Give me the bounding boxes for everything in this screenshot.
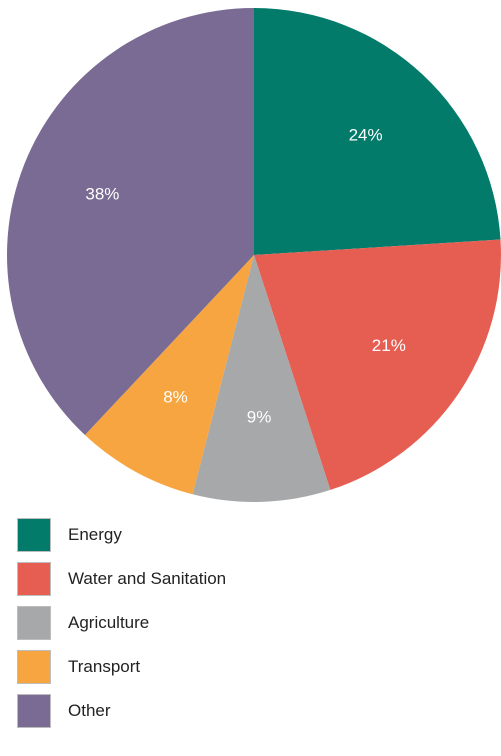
pie-slice-transport — [84, 255, 254, 495]
pie-slice-water-and-sanitation — [254, 239, 501, 490]
legend-label-agriculture: Agriculture — [68, 613, 150, 632]
legend-label-other: Other — [68, 701, 111, 720]
legend-label-energy: Energy — [68, 525, 122, 544]
slice-label-agriculture: 9% — [247, 407, 272, 426]
pie-slice-other — [6, 8, 254, 436]
legend-item-energy: Energy — [17, 517, 487, 553]
legend-swatch-water-and-sanitation — [17, 562, 51, 596]
legend-item-other: Other — [17, 693, 487, 729]
legend-swatch-energy — [17, 518, 51, 552]
legend-label-water-and-sanitation: Water and Sanitation — [68, 569, 227, 588]
pie-slice-energy — [254, 8, 501, 255]
legend-item-transport: Transport — [17, 649, 487, 685]
legend-swatch-other — [17, 694, 51, 728]
pie-plot: 24% 21% 9% 8% 38% — [6, 8, 501, 503]
legend-item-water-and-sanitation: Water and Sanitation — [17, 561, 487, 597]
slice-label-energy: 24% — [349, 126, 383, 145]
slice-label-water-and-sanitation: 21% — [372, 336, 406, 355]
legend-label-transport: Transport — [68, 657, 141, 676]
slice-label-other: 38% — [85, 184, 119, 203]
legend-swatch-agriculture — [17, 606, 51, 640]
slice-label-transport: 8% — [163, 387, 188, 406]
legend-item-agriculture: Agriculture — [17, 605, 487, 641]
pie-slice-agriculture — [192, 255, 331, 503]
legend: Energy Water and Sanitation Agriculture … — [17, 517, 487, 737]
legend-swatch-transport — [17, 650, 51, 684]
